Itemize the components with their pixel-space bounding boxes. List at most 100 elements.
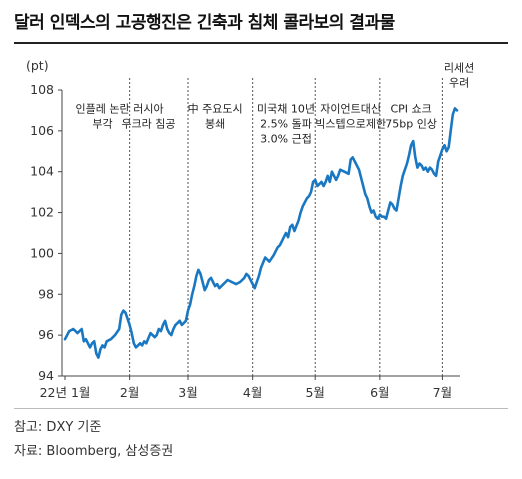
data-point (166, 328, 169, 330)
data-point (297, 219, 300, 222)
data-point (401, 174, 404, 177)
data-point (193, 285, 196, 288)
data-point (258, 275, 260, 277)
data-point (289, 225, 292, 228)
data-point (326, 174, 329, 177)
data-point (310, 191, 312, 194)
y-tick-label: 94 (38, 368, 54, 383)
data-point (358, 168, 360, 171)
data-point (424, 166, 427, 169)
data-point (418, 162, 421, 165)
data-point (212, 281, 214, 283)
data-point (226, 279, 229, 281)
data-point (397, 197, 400, 200)
data-point (84, 338, 87, 341)
annotation-label: 리세션 (444, 62, 474, 75)
data-point (201, 281, 204, 283)
source-note: 자료: Bloomberg, 삼성증권 (14, 444, 174, 459)
data-point (272, 254, 275, 257)
data-point (137, 344, 139, 347)
x-tick-label: 7월 (433, 385, 452, 400)
data-point (314, 178, 317, 181)
data-point (114, 334, 116, 337)
x-tick-label: 5월 (305, 385, 324, 400)
data-point (364, 193, 367, 196)
y-tick-label: 104 (30, 164, 54, 179)
data-point (316, 185, 319, 187)
data-point (105, 340, 108, 343)
data-point (280, 240, 283, 243)
data-point (64, 338, 66, 341)
annotation-label: 75bp 인상 (385, 117, 437, 130)
data-point (337, 174, 340, 177)
data-point (247, 275, 250, 277)
data-point (126, 317, 129, 320)
data-point (176, 321, 179, 324)
footnote: 참고: DXY 기준 (14, 420, 102, 435)
data-point (303, 201, 306, 204)
data-point (134, 346, 137, 349)
series-line (63, 107, 459, 359)
annotation-label: 2.5% 돌파 (260, 117, 312, 130)
data-point (128, 324, 131, 326)
data-point (187, 309, 189, 312)
data-point (437, 160, 440, 163)
data-point (251, 283, 254, 285)
data-point (264, 256, 267, 259)
y-tick-label: 102 (30, 205, 54, 220)
data-point (101, 344, 104, 347)
data-point (308, 195, 310, 198)
data-point (372, 209, 375, 212)
data-point (287, 236, 290, 238)
data-point (283, 236, 285, 238)
data-point (433, 172, 435, 175)
x-tick-label: 6월 (370, 385, 389, 400)
data-point (170, 334, 173, 337)
data-point (395, 209, 398, 212)
data-point (408, 154, 410, 157)
annotation-label: CPI 쇼크 (390, 102, 431, 115)
data-point (99, 348, 102, 351)
data-point (420, 164, 423, 167)
data-point (235, 283, 237, 285)
data-point (445, 150, 448, 153)
data-point (333, 174, 335, 177)
chart-title: 달러 인덱스의 고공행진은 긴축과 침체 콜라보의 결과물 (14, 13, 395, 33)
data-point (143, 340, 146, 343)
y-tick-label: 106 (30, 123, 54, 138)
data-point (278, 244, 281, 247)
tick-labels: (pt) 94 96 98 100 102 104 106 108 22년 1월 2월 3월 4월 5월 6… (26, 58, 452, 400)
data-point (276, 246, 279, 249)
data-point (320, 181, 323, 183)
data-point (330, 170, 333, 173)
data-point (155, 334, 158, 337)
data-point (439, 154, 442, 157)
title-rule (14, 42, 508, 44)
data-point (260, 266, 262, 269)
data-point (80, 328, 83, 330)
data-point (189, 303, 192, 306)
data-point (255, 281, 258, 283)
data-point (164, 319, 166, 322)
data-point (122, 309, 125, 312)
annotation-label: 인플레 논란 (75, 102, 129, 115)
data-point (305, 197, 308, 200)
data-point (299, 211, 302, 214)
axes (58, 89, 460, 380)
data-point (301, 205, 304, 208)
data-point (89, 346, 91, 349)
data-point (72, 328, 75, 330)
data-point (412, 140, 415, 142)
data-point (214, 285, 217, 288)
data-point (403, 168, 406, 171)
data-point (274, 250, 277, 253)
data-point (93, 340, 96, 343)
data-point (351, 156, 354, 159)
data-point (391, 203, 394, 206)
data-point (82, 340, 85, 343)
data-point (431, 168, 433, 171)
data-point (428, 166, 431, 169)
data-point (253, 287, 256, 290)
